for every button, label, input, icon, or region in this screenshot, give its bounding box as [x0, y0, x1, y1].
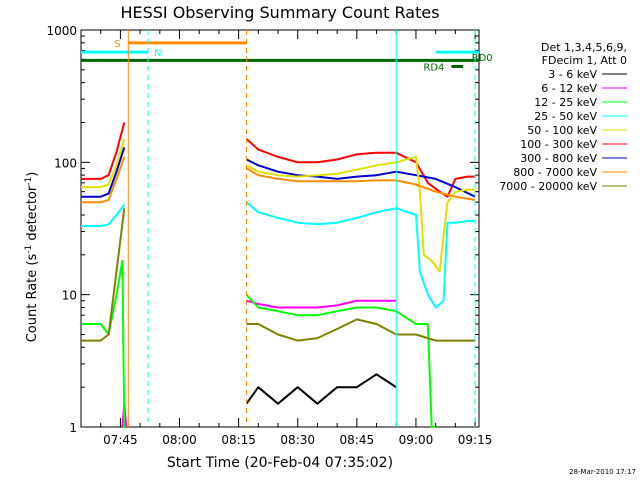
series-line — [245, 138, 476, 198]
x-tick-label: 08:45 — [340, 433, 375, 447]
series-line — [81, 203, 126, 227]
legend-label: 25 - 50 keV — [534, 110, 597, 123]
flag-label: RD4 — [423, 62, 444, 73]
series-line — [81, 208, 126, 342]
series-line — [81, 138, 126, 189]
chart-title: HESSI Observing Summary Count Rates — [120, 3, 439, 22]
x-tick-label: 08:00 — [162, 433, 197, 447]
legend-label: 50 - 100 keV — [527, 124, 597, 137]
y-axis-label: Count Rate (s-1 detector-1) — [24, 172, 40, 343]
y-tick-label: 1000 — [46, 24, 77, 38]
y-tick-label: 1 — [69, 421, 77, 435]
y-tick-label: 100 — [54, 156, 77, 170]
series-line — [245, 294, 436, 428]
series-line — [245, 201, 476, 309]
flag-label: RD0 — [472, 53, 493, 64]
series-line — [81, 156, 126, 204]
x-axis-label: Start Time (20-Feb-04 07:35:02) — [167, 455, 393, 471]
legend-label: 300 - 800 keV — [520, 152, 597, 165]
timestamp: 28-Mar-2010 17:17 — [569, 468, 636, 476]
legend-header-detectors: Det 1,3,4,5,6,9, — [541, 41, 627, 54]
series-line — [246, 299, 397, 309]
series-line — [246, 155, 476, 273]
flag-label: S — [114, 39, 120, 50]
legend-label: 6 - 12 keV — [541, 82, 597, 95]
legend-label: 100 - 300 keV — [520, 138, 597, 151]
flag-label: N — [154, 48, 161, 59]
legend: Det 1,3,4,5,6,9, FDecim 1, Att 0 3 - 6 k… — [499, 41, 627, 193]
series-line — [245, 373, 397, 405]
series-line — [81, 259, 127, 428]
x-tick-label: 09:15 — [458, 433, 493, 447]
series-line — [246, 158, 476, 198]
x-tick-label: 09:00 — [399, 433, 434, 447]
series-line — [246, 167, 476, 201]
x-tick-label: 08:30 — [280, 433, 315, 447]
legend-label: 12 - 25 keV — [534, 96, 597, 109]
series-line — [81, 122, 126, 180]
plot-frame — [80, 29, 480, 428]
y-tick-label: 10 — [62, 289, 77, 303]
x-tick-label: 07:45 — [103, 433, 138, 447]
legend-header-settings: FDecim 1, Att 0 — [542, 54, 627, 67]
series-line — [81, 146, 126, 198]
x-tick-label: 08:15 — [221, 433, 256, 447]
legend-label: 800 - 7000 keV — [513, 166, 597, 179]
legend-label: 3 - 6 keV — [548, 68, 597, 81]
legend-label: 7000 - 20000 keV — [499, 180, 597, 193]
series-line — [246, 318, 476, 342]
